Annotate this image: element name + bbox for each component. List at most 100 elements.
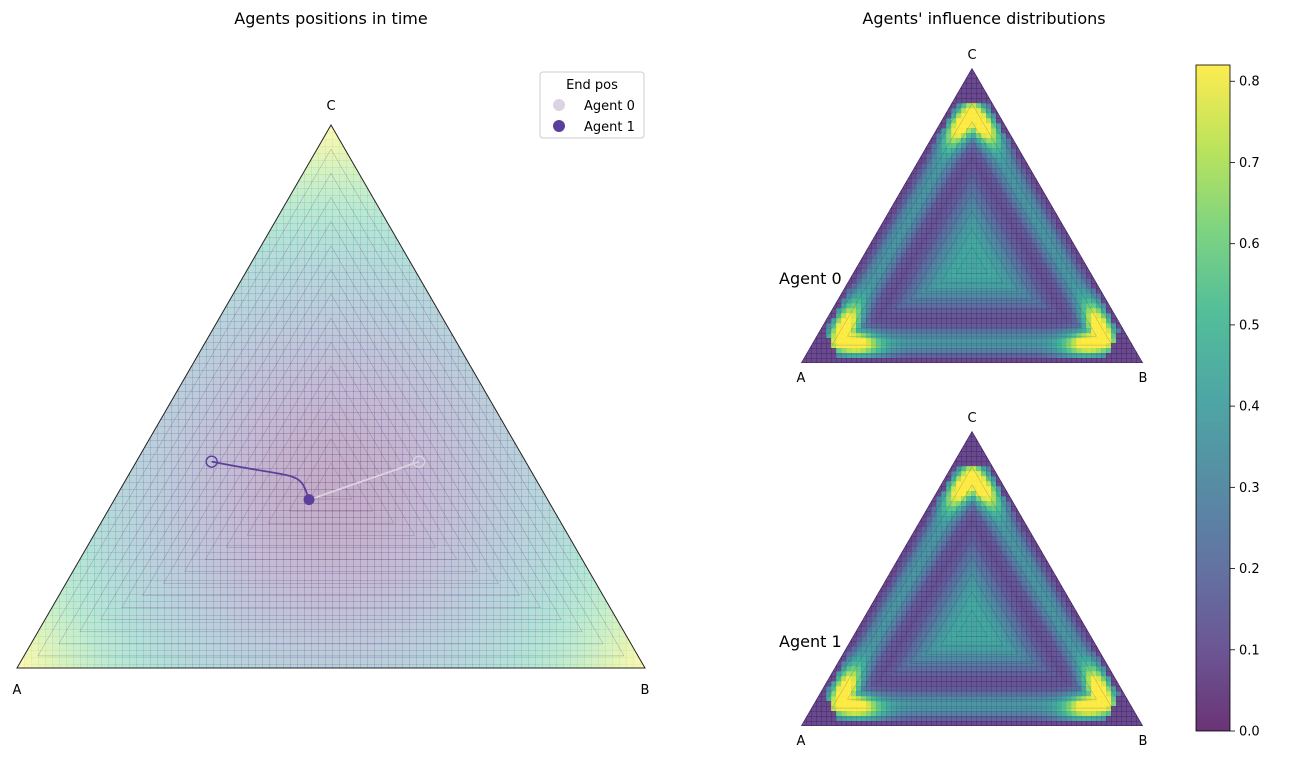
- field-cell-506: [926, 198, 932, 204]
- field-cell-1271: [318, 419, 326, 427]
- field-cell-912: [921, 248, 927, 254]
- field-cell-328: [971, 168, 977, 174]
- field-cell-2859: [507, 580, 515, 588]
- field-cell-2646: [136, 566, 144, 574]
- field-cell-3033: [577, 594, 585, 602]
- field-cell-358: [360, 265, 368, 273]
- field-cell-3757: [108, 657, 116, 665]
- field-cell-623: [961, 213, 967, 219]
- field-cell-363: [395, 265, 403, 273]
- field-cell-2649: [157, 566, 165, 574]
- field-cell-3098: [444, 601, 452, 609]
- field-cell-2831: [311, 580, 319, 588]
- field-cell-1158: [276, 405, 284, 413]
- field-cell-488: [1006, 193, 1012, 199]
- field-cell-2577: [206, 559, 214, 567]
- field-cell-2839: [367, 580, 375, 588]
- field-cell-238: [276, 237, 284, 245]
- field-cell-3328: [241, 622, 249, 630]
- field-cell-105: [961, 118, 967, 124]
- field-cell-2157: [381, 517, 389, 525]
- field-cell-3132: [87, 608, 95, 616]
- field-cell-3334: [283, 622, 291, 630]
- field-cell-2889: [150, 587, 158, 595]
- field-cell-3347: [374, 622, 382, 630]
- field-cell-2112: [563, 510, 571, 518]
- field-cell-234: [1016, 148, 1022, 154]
- field-cell-3125: [38, 608, 46, 616]
- field-cell-2907: [276, 587, 284, 595]
- field-cell-102: [325, 188, 333, 196]
- field-cell-3774: [227, 657, 235, 665]
- field-cell-2289: [297, 531, 305, 539]
- field-cell-365: [409, 265, 417, 273]
- field-cell-424: [402, 279, 410, 287]
- field-cell-2730: [171, 573, 179, 581]
- field-cell-2532: [430, 552, 438, 560]
- field-cell-1793: [206, 482, 214, 490]
- field-cell-1610: [255, 461, 263, 469]
- field-cell-128: [388, 195, 396, 203]
- field-cell-3377: [584, 622, 592, 630]
- field-cell-649: [896, 218, 902, 224]
- field-cell-2927: [416, 587, 424, 595]
- field-cell-3884: [367, 664, 375, 668]
- field-cell-2389: [486, 538, 494, 546]
- field-cell-2359: [276, 538, 284, 546]
- field-cell-1211: [276, 412, 284, 420]
- field-cell-56: [996, 98, 1002, 104]
- field-cell-165: [388, 209, 396, 217]
- field-cell-3518: [325, 636, 333, 644]
- field-cell-1886: [402, 489, 410, 497]
- field-cell-3047: [87, 601, 95, 609]
- field-cell-76: [353, 174, 361, 182]
- field-cell-375: [276, 272, 284, 280]
- field-cell-5: [346, 125, 354, 133]
- field-cell-1862: [234, 489, 242, 497]
- field-cell-2249: [528, 524, 536, 532]
- field-cell-123: [353, 195, 361, 203]
- field-cell-179: [339, 216, 347, 224]
- field-cell-2992: [290, 594, 298, 602]
- field-cell-927: [996, 248, 1002, 254]
- field-cell-216: [290, 230, 298, 238]
- field-cell-747: [360, 342, 368, 350]
- field-cell-2074: [297, 510, 305, 518]
- field-cell-257: [409, 237, 417, 245]
- field-cell-546: [946, 203, 952, 209]
- field-cell-947: [199, 377, 207, 385]
- field-cell-3360: [465, 622, 473, 630]
- field-cell-1885: [395, 489, 403, 497]
- field-cell-575: [255, 314, 263, 322]
- field-cell-180: [966, 138, 972, 144]
- field-cell-3081: [325, 601, 333, 609]
- field-cell-3186: [465, 608, 473, 616]
- field-cell-196: [936, 143, 942, 149]
- field-cell-836: [381, 356, 389, 364]
- field-cell-399: [227, 279, 235, 287]
- field-cell-402: [248, 279, 256, 287]
- field-cell-3333: [276, 622, 284, 630]
- field-cell-1660: [171, 468, 179, 476]
- field-cell-340: [234, 265, 242, 273]
- field-cell-810: [199, 356, 207, 364]
- field-cell-342: [248, 265, 256, 273]
- field-cell-198: [946, 143, 952, 149]
- field-cell-1945: [346, 496, 354, 504]
- field-cell-693: [916, 223, 922, 229]
- field-cell-365: [1016, 173, 1022, 179]
- field-cell-2010: [332, 503, 340, 511]
- field-cell-1255: [206, 419, 214, 427]
- field-cell-2387: [472, 538, 480, 546]
- field-cell-2378: [409, 538, 417, 546]
- field-cell-1549: [255, 454, 263, 462]
- field-cell-3520: [339, 636, 347, 644]
- field-cell-3910: [549, 664, 557, 668]
- field-cell-1391: [374, 433, 382, 441]
- field-cell-2172: [486, 517, 494, 525]
- field-cell-2605: [402, 559, 410, 567]
- field-cell-1306: [178, 426, 186, 434]
- field-cell-3499: [192, 636, 200, 644]
- field-cell-884: [1011, 243, 1017, 249]
